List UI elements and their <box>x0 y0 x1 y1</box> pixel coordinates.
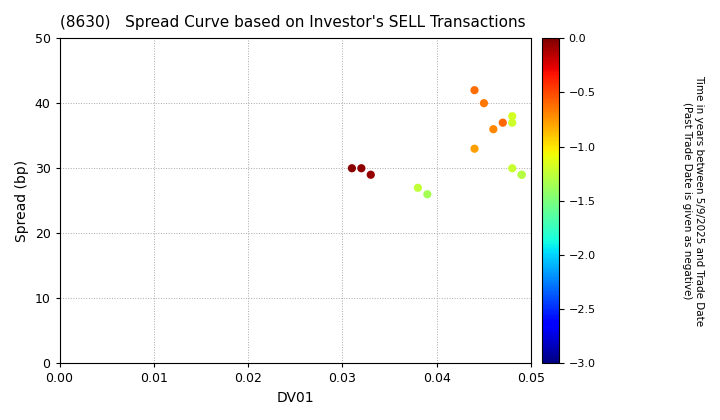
Y-axis label: Spread (bp): Spread (bp) <box>15 160 29 242</box>
Point <box>506 165 518 172</box>
Point <box>356 165 367 172</box>
Point <box>412 184 423 191</box>
Point <box>469 145 480 152</box>
Y-axis label: Time in years between 5/9/2025 and Trade Date
(Past Trade Date is given as negat: Time in years between 5/9/2025 and Trade… <box>682 75 703 326</box>
Point <box>497 119 508 126</box>
Point <box>487 126 499 133</box>
Point <box>365 171 377 178</box>
Point <box>516 171 528 178</box>
Text: (8630)   Spread Curve based on Investor's SELL Transactions: (8630) Spread Curve based on Investor's … <box>60 15 525 30</box>
Point <box>469 87 480 94</box>
Point <box>506 119 518 126</box>
Point <box>346 165 358 172</box>
Point <box>506 113 518 120</box>
X-axis label: DV01: DV01 <box>276 391 314 405</box>
Point <box>516 171 528 178</box>
Point <box>478 100 490 107</box>
Point <box>422 191 433 198</box>
